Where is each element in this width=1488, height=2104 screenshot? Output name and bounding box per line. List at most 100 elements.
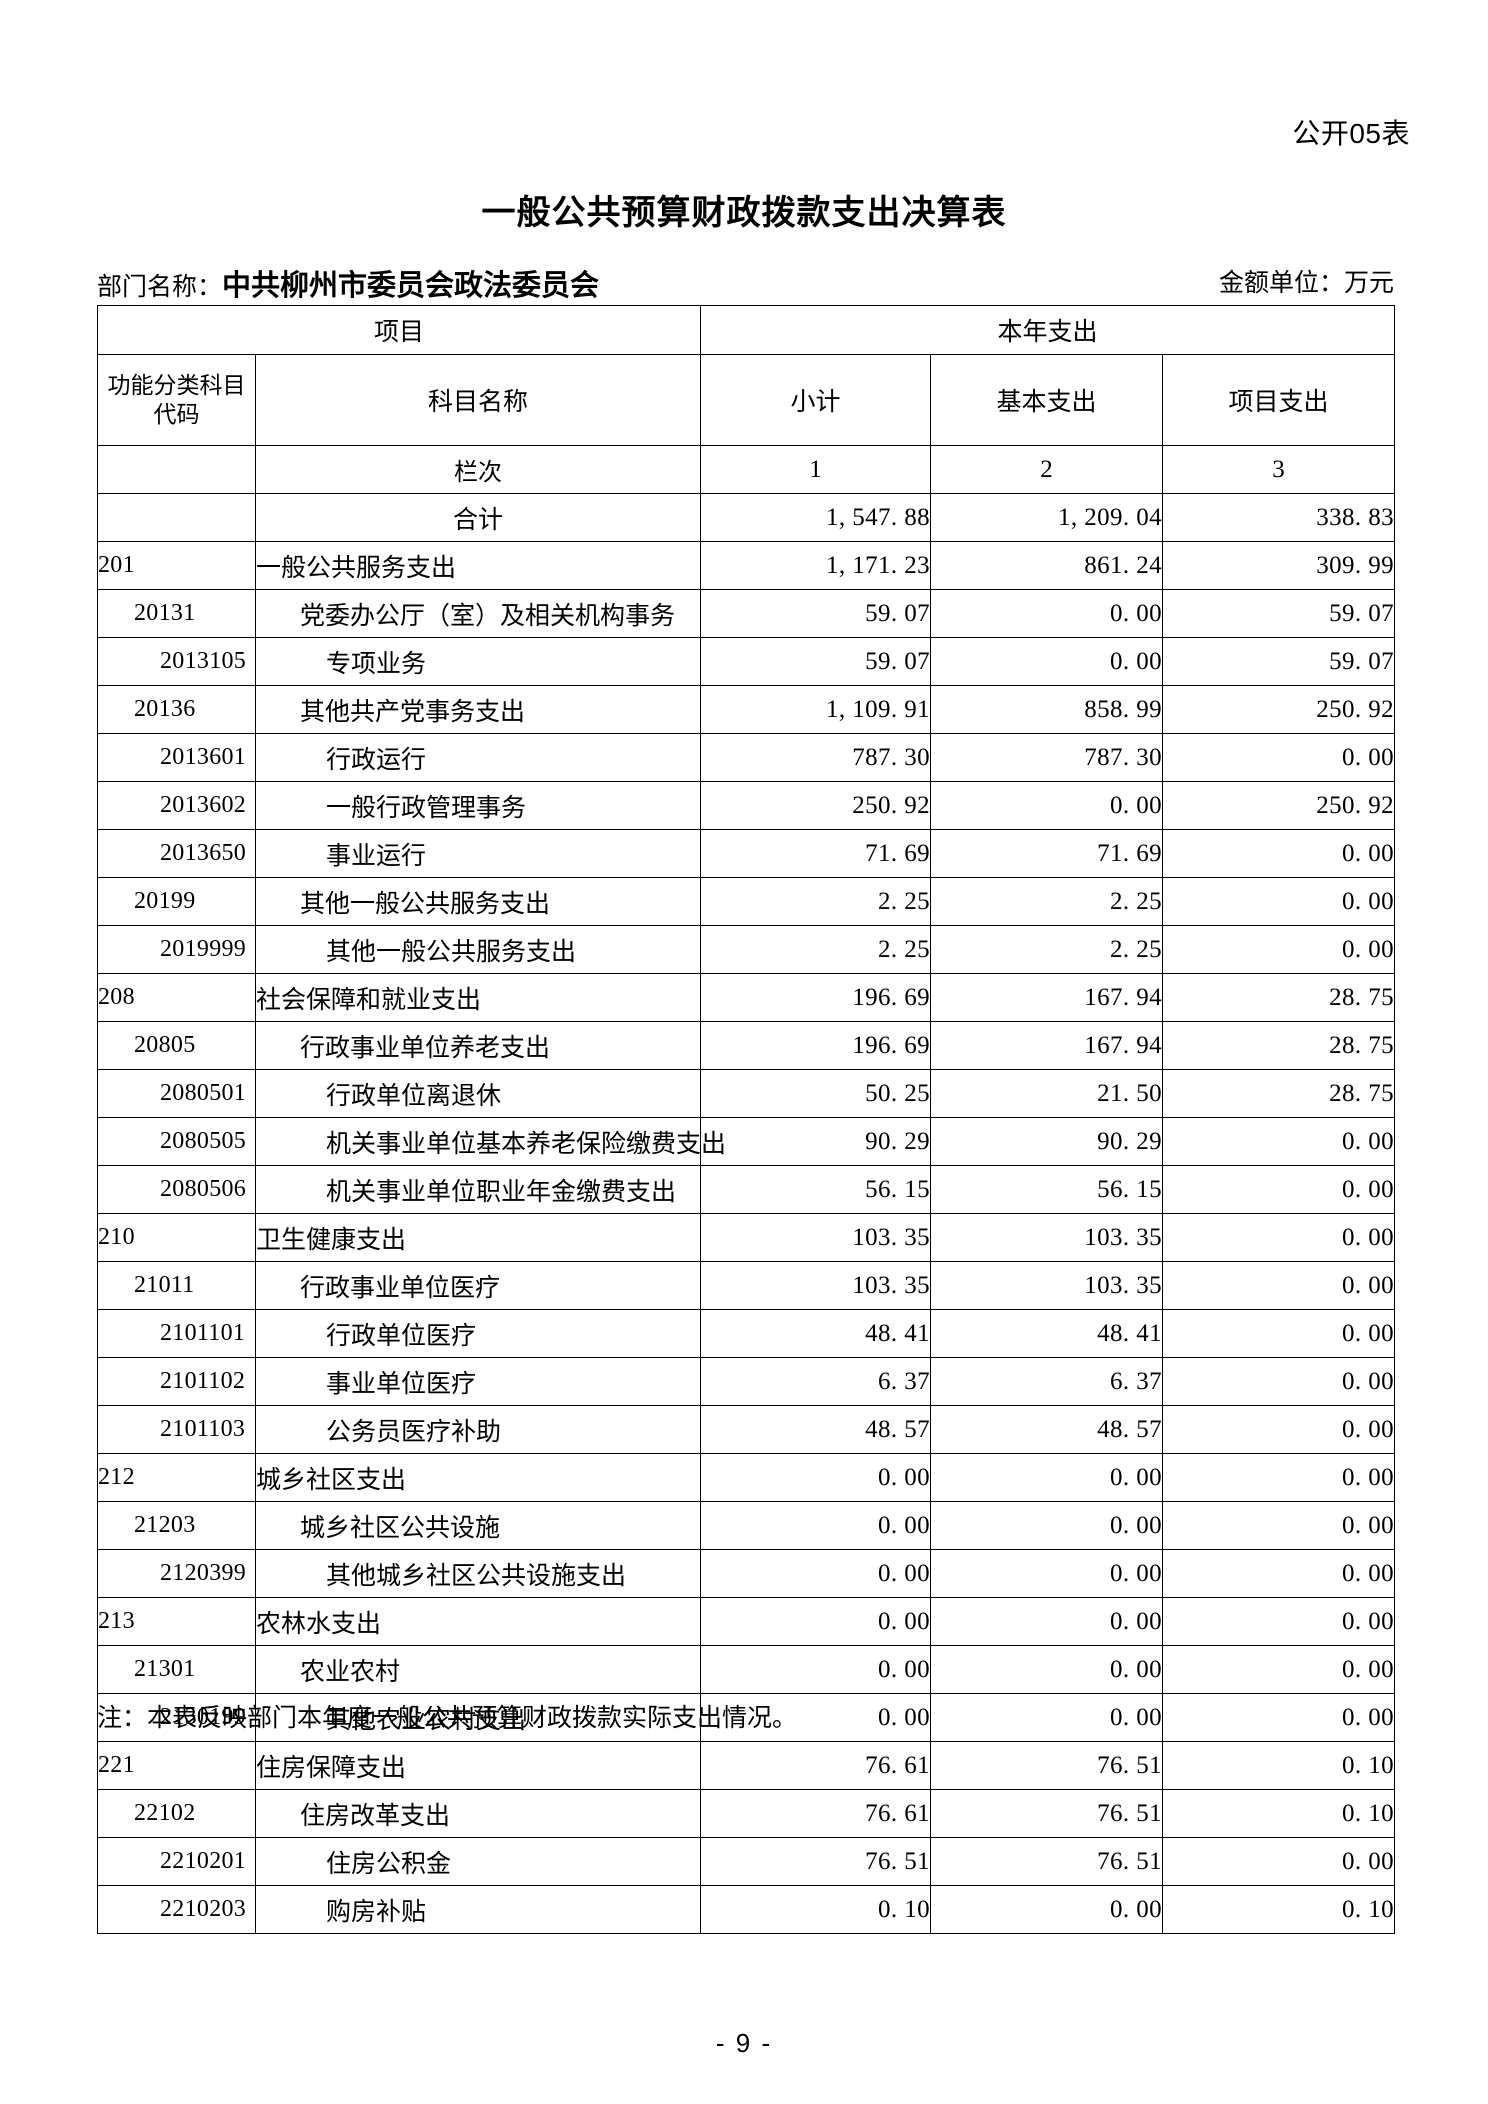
row-subtotal-cell: 0. 00 bbox=[700, 1453, 932, 1502]
header-basic-column: 基本支出 bbox=[930, 354, 1164, 446]
header-subtotal-column: 小计 bbox=[700, 354, 932, 446]
table-row: 2210201 住房公积金 76. 51 76. 51 0. 00 bbox=[97, 1837, 1396, 1886]
row-name-cell: 行政事业单位医疗 bbox=[254, 1261, 702, 1310]
row-name-cell: 其他农业农村支出 bbox=[254, 1693, 702, 1742]
row-subtotal-cell: 0. 10 bbox=[700, 1885, 932, 1934]
table-row: 2130199 其他农业农村支出 0. 00 0. 00 0. 00 bbox=[97, 1693, 1396, 1742]
form-label: 公开05表 bbox=[1292, 118, 1410, 149]
row-basic-cell: 0. 00 bbox=[930, 589, 1164, 638]
row-basic-cell: 858. 99 bbox=[930, 685, 1164, 734]
row-subtotal-cell: 0. 00 bbox=[700, 1597, 932, 1646]
row-name-cell: 购房补贴 bbox=[254, 1885, 702, 1934]
table-row-total: 合计 1, 547. 88 1, 209. 04 338. 83 bbox=[97, 493, 1396, 542]
row-code-cell: 2130199 bbox=[97, 1693, 256, 1742]
row-code-cell: 2080505 bbox=[97, 1117, 256, 1166]
row-code-cell: 21011 bbox=[97, 1261, 256, 1310]
row-name-cell: 其他一般公共服务支出 bbox=[254, 925, 702, 974]
table-row: 221 住房保障支出 76. 61 76. 51 0. 10 bbox=[97, 1741, 1396, 1790]
row-code-cell: 210 bbox=[97, 1213, 256, 1262]
row-code-cell: 201 bbox=[97, 541, 256, 590]
row-project-cell: 0. 00 bbox=[1162, 1213, 1396, 1262]
row-basic-cell: 787. 30 bbox=[930, 733, 1164, 782]
row-project-cell: 0. 00 bbox=[1162, 1309, 1396, 1358]
row-subtotal-cell: 0. 00 bbox=[700, 1501, 932, 1550]
row-code-cell: 2013602 bbox=[97, 781, 256, 830]
row-name-cell: 城乡社区公共设施 bbox=[254, 1501, 702, 1550]
amount-unit: 金额单位：万元 bbox=[1218, 269, 1394, 297]
row-project-cell: 0. 00 bbox=[1162, 1453, 1396, 1502]
row-basic-cell: 0. 00 bbox=[930, 1645, 1164, 1694]
row-subtotal-cell: 196. 69 bbox=[700, 1021, 932, 1070]
row-basic-cell: 56. 15 bbox=[930, 1165, 1164, 1214]
row-project-cell: 250. 92 bbox=[1162, 685, 1396, 734]
table-row: 2013105 专项业务 59. 07 0. 00 59. 07 bbox=[97, 637, 1396, 686]
column-number-1: 1 bbox=[700, 445, 932, 494]
row-basic-cell: 103. 35 bbox=[930, 1261, 1164, 1310]
row-basic-cell: 0. 00 bbox=[930, 637, 1164, 686]
row-basic-cell: 21. 50 bbox=[930, 1069, 1164, 1118]
row-basic-cell: 0. 00 bbox=[930, 781, 1164, 830]
row-name-cell: 其他城乡社区公共设施支出 bbox=[254, 1549, 702, 1598]
department-value: 中共柳州市委员会政法委员会 bbox=[222, 270, 600, 302]
row-name-cell: 机关事业单位职业年金缴费支出 bbox=[254, 1165, 702, 1214]
row-basic-cell: 48. 57 bbox=[930, 1405, 1164, 1454]
table-row: 212 城乡社区支出 0. 00 0. 00 0. 00 bbox=[97, 1453, 1396, 1502]
budget-expenditure-table: 项目 本年支出 功能分类科目 代码 科目名称 小计 基本支出 项目支出 栏次 1… bbox=[96, 305, 1396, 1934]
row-code-cell: 21203 bbox=[97, 1501, 256, 1550]
row-code-cell: 2019999 bbox=[97, 925, 256, 974]
table-row: 20131 党委办公厅（室）及相关机构事务 59. 07 0. 00 59. 07 bbox=[97, 589, 1396, 638]
row-basic-cell: 2. 25 bbox=[930, 877, 1164, 926]
table-column-header-row: 功能分类科目 代码 科目名称 小计 基本支出 项目支出 bbox=[97, 354, 1396, 446]
table-header: 项目 本年支出 功能分类科目 代码 科目名称 小计 基本支出 项目支出 栏次 1… bbox=[96, 305, 1396, 494]
row-basic-cell: 0. 00 bbox=[930, 1693, 1164, 1742]
row-subtotal-cell: 1, 109. 91 bbox=[700, 685, 932, 734]
row-project-cell: 0. 10 bbox=[1162, 1741, 1396, 1790]
row-basic-cell: 2. 25 bbox=[930, 925, 1164, 974]
row-name-cell: 事业单位医疗 bbox=[254, 1357, 702, 1406]
row-name-cell: 公务员医疗补助 bbox=[254, 1405, 702, 1454]
row-basic-cell: 103. 35 bbox=[930, 1213, 1164, 1262]
table-row: 2080501 行政单位离退休 50. 25 21. 50 28. 75 bbox=[97, 1069, 1396, 1118]
row-name-cell: 农林水支出 bbox=[254, 1597, 702, 1646]
row-name-cell: 其他一般公共服务支出 bbox=[254, 877, 702, 926]
row-subtotal-cell: 103. 35 bbox=[700, 1261, 932, 1310]
row-code-cell: 2101101 bbox=[97, 1309, 256, 1358]
row-project-cell: 0. 00 bbox=[1162, 733, 1396, 782]
row-code-cell: 212 bbox=[97, 1453, 256, 1502]
row-name-cell: 其他共产党事务支出 bbox=[254, 685, 702, 734]
row-subtotal-cell: 103. 35 bbox=[700, 1213, 932, 1262]
header-code-line1: 功能分类科目 bbox=[107, 371, 246, 398]
department-label: 部门名称： bbox=[97, 273, 223, 301]
header-project-group: 项目 bbox=[96, 305, 702, 355]
row-name-cell: 党委办公厅（室）及相关机构事务 bbox=[254, 589, 702, 638]
row-subtotal-cell: 76. 61 bbox=[700, 1789, 932, 1838]
row-project-cell: 0. 00 bbox=[1162, 1357, 1396, 1406]
row-project-cell: 250. 92 bbox=[1162, 781, 1396, 830]
total-code-cell bbox=[97, 493, 256, 542]
row-code-cell: 22102 bbox=[97, 1789, 256, 1838]
table-row: 2101101 行政单位医疗 48. 41 48. 41 0. 00 bbox=[97, 1309, 1396, 1358]
row-project-cell: 309. 99 bbox=[1162, 541, 1396, 590]
table-row: 21203 城乡社区公共设施 0. 00 0. 00 0. 00 bbox=[97, 1501, 1396, 1550]
row-basic-cell: 6. 37 bbox=[930, 1357, 1164, 1406]
row-name-cell: 行政运行 bbox=[254, 733, 702, 782]
row-project-cell: 0. 00 bbox=[1162, 1261, 1396, 1310]
row-project-cell: 0. 00 bbox=[1162, 1837, 1396, 1886]
row-code-cell: 2013650 bbox=[97, 829, 256, 878]
row-subtotal-cell: 0. 00 bbox=[700, 1645, 932, 1694]
row-code-cell: 2101102 bbox=[97, 1357, 256, 1406]
header-current-year-group: 本年支出 bbox=[700, 305, 1396, 355]
row-name-cell: 住房公积金 bbox=[254, 1837, 702, 1886]
row-name-cell: 行政单位离退休 bbox=[254, 1069, 702, 1118]
table-row: 20136 其他共产党事务支出 1, 109. 91 858. 99 250. 92 bbox=[97, 685, 1396, 734]
row-name-cell: 行政事业单位养老支出 bbox=[254, 1021, 702, 1070]
row-subtotal-cell: 90. 29 bbox=[700, 1117, 932, 1166]
table-row: 210 卫生健康支出 103. 35 103. 35 0. 00 bbox=[97, 1213, 1396, 1262]
row-name-cell: 专项业务 bbox=[254, 637, 702, 686]
row-code-cell: 2210201 bbox=[97, 1837, 256, 1886]
table-note: 注：本表反映部门本年度一般公共预算财政拨款实际支出情况。 bbox=[97, 1704, 798, 1732]
row-subtotal-cell: 59. 07 bbox=[700, 589, 932, 638]
total-name-cell: 合计 bbox=[254, 493, 702, 542]
table-row: 22102 住房改革支出 76. 61 76. 51 0. 10 bbox=[97, 1789, 1396, 1838]
page-title: 一般公共预算财政拨款支出决算表 bbox=[481, 194, 1007, 232]
